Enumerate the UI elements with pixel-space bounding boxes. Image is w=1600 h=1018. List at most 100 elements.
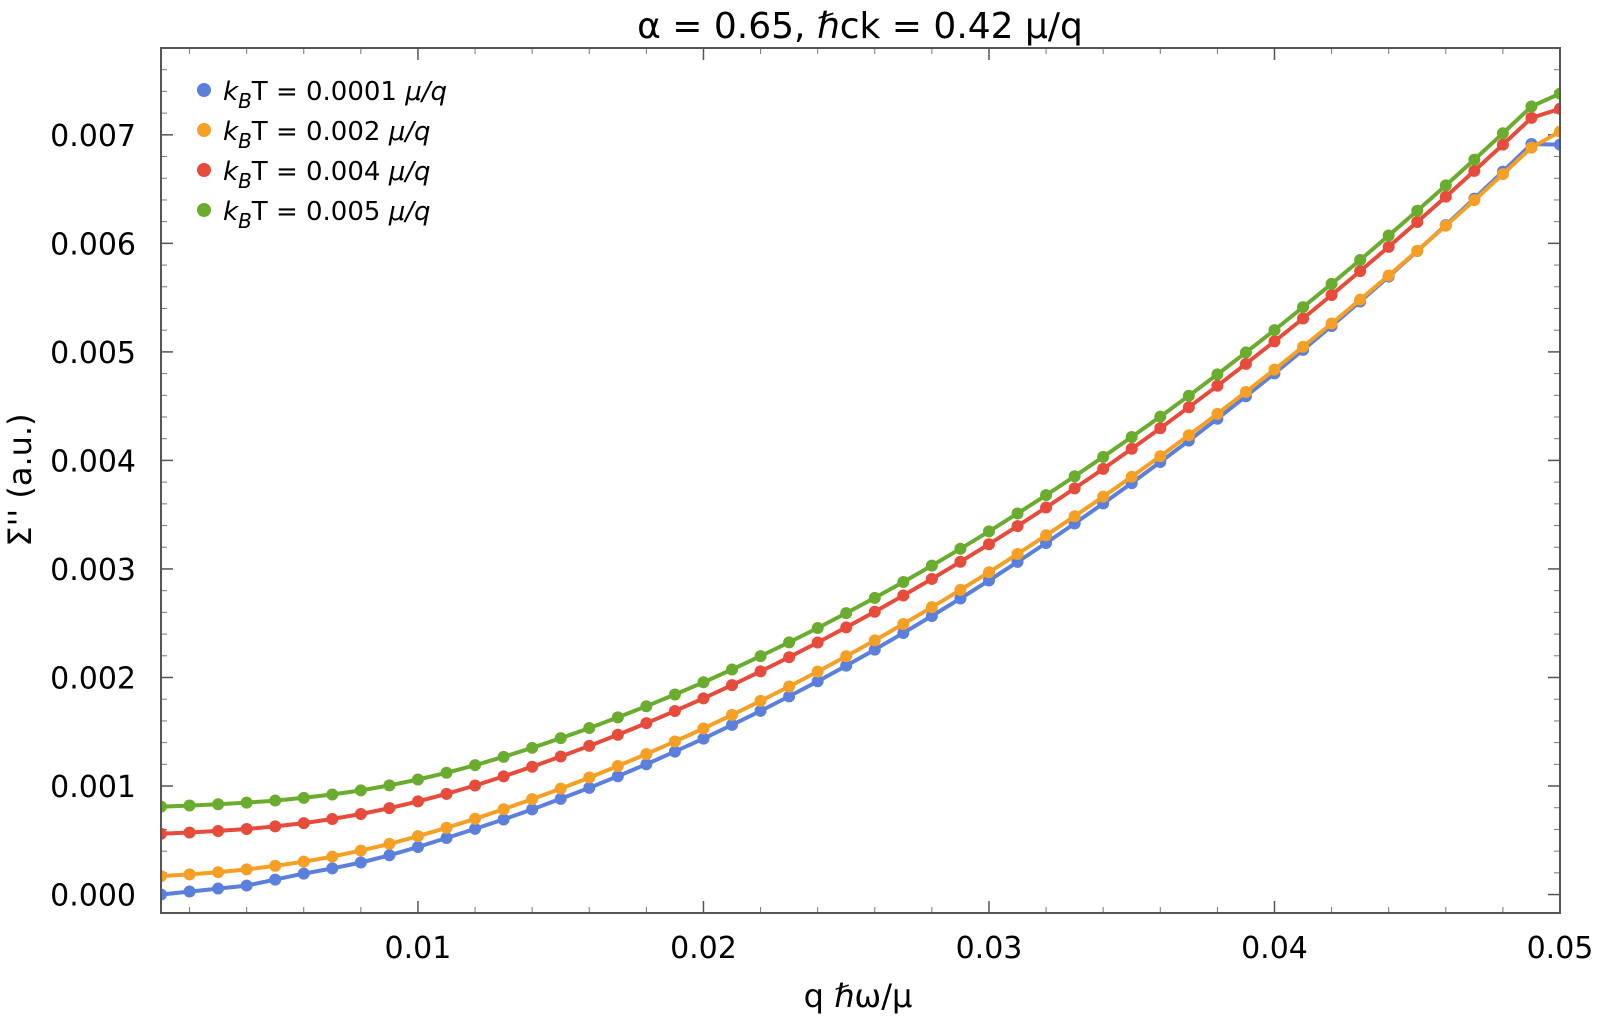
data-point	[611, 760, 624, 773]
data-point	[383, 849, 396, 862]
data-point	[411, 795, 424, 808]
data-point	[240, 796, 253, 809]
data-point	[811, 665, 824, 678]
data-point	[754, 694, 767, 707]
data-point	[640, 700, 653, 713]
legend-marker	[197, 123, 211, 137]
y-tick-label: 0.004	[50, 444, 136, 479]
data-point	[469, 759, 482, 772]
y-tick-label: 0.001	[50, 770, 136, 805]
data-point	[954, 592, 967, 605]
data-point	[212, 798, 225, 811]
data-point	[1040, 489, 1053, 502]
data-point	[1011, 507, 1024, 520]
legend-item-3: kBT = 0.004 μ/q	[197, 157, 431, 193]
data-point	[1297, 312, 1310, 325]
data-point	[1211, 368, 1224, 381]
data-point	[183, 826, 196, 839]
y-axis-tick-labels: 0.000 0.001 0.002 0.003 0.004 0.005 0.006 0.007	[50, 119, 136, 914]
data-point	[1382, 269, 1395, 282]
data-point	[1182, 389, 1195, 402]
data-point	[925, 609, 938, 622]
data-point	[469, 822, 482, 835]
data-point	[526, 760, 539, 773]
data-point	[982, 574, 995, 587]
legend-label: kBT = 0.002 μ/q	[223, 117, 431, 153]
data-point	[668, 735, 681, 748]
data-point	[297, 867, 310, 880]
series-4	[161, 87, 1560, 813]
data-point	[1297, 340, 1310, 353]
data-point	[326, 813, 339, 826]
data-point	[469, 812, 482, 825]
data-point	[1354, 293, 1367, 306]
data-point	[754, 665, 767, 678]
data-point	[1411, 204, 1424, 217]
data-point	[811, 675, 824, 688]
data-point	[1525, 100, 1538, 113]
data-point	[1468, 164, 1481, 177]
data-point	[1525, 141, 1538, 154]
data-point	[1068, 482, 1081, 495]
data-point	[954, 583, 967, 596]
data-point	[354, 856, 367, 869]
data-point	[1239, 346, 1252, 359]
data-point	[354, 808, 367, 821]
data-point	[811, 636, 824, 649]
data-point	[440, 787, 453, 800]
data-point	[1496, 138, 1509, 151]
data-point	[554, 732, 567, 745]
data-point	[297, 791, 310, 804]
data-point	[526, 803, 539, 816]
data-point	[1325, 317, 1338, 330]
data-point	[868, 591, 881, 604]
data-point	[1154, 450, 1167, 463]
data-point	[1068, 470, 1081, 483]
series-3	[161, 102, 1560, 840]
legend-marker	[197, 163, 211, 177]
data-point	[954, 555, 967, 568]
data-point	[583, 781, 596, 794]
data-point	[868, 605, 881, 618]
data-point	[1468, 194, 1481, 207]
data-point	[1268, 335, 1281, 348]
data-point	[1468, 153, 1481, 166]
series-layer	[161, 87, 1560, 901]
legend-label: kBT = 0.005 μ/q	[223, 197, 431, 233]
legend-marker	[197, 83, 211, 97]
series-2	[161, 125, 1560, 883]
data-point	[354, 844, 367, 857]
data-point	[212, 882, 225, 895]
data-point	[240, 879, 253, 892]
x-tick-label: 0.04	[1241, 931, 1308, 966]
data-point	[1297, 301, 1310, 314]
data-point	[383, 837, 396, 850]
data-point	[1496, 168, 1509, 181]
data-point	[1239, 357, 1252, 370]
legend-marker	[197, 203, 211, 217]
data-point	[326, 788, 339, 801]
data-point	[411, 773, 424, 786]
data-point	[583, 739, 596, 752]
data-point	[269, 794, 282, 807]
data-point	[269, 820, 282, 833]
x-axis-tick-labels: 0.01 0.02 0.03 0.04 0.05	[385, 931, 1594, 966]
data-point	[611, 728, 624, 741]
data-point	[161, 827, 167, 840]
data-point	[497, 770, 510, 783]
data-point	[611, 770, 624, 783]
data-point	[161, 800, 167, 813]
data-point	[840, 659, 853, 672]
data-point	[297, 855, 310, 868]
data-point	[840, 621, 853, 634]
data-point	[354, 784, 367, 797]
data-point	[526, 741, 539, 754]
data-point	[240, 822, 253, 835]
data-point	[982, 566, 995, 579]
data-point	[1068, 510, 1081, 523]
data-point	[411, 830, 424, 843]
data-point	[1182, 401, 1195, 414]
data-point	[868, 634, 881, 647]
data-point	[640, 758, 653, 771]
data-point	[383, 779, 396, 792]
